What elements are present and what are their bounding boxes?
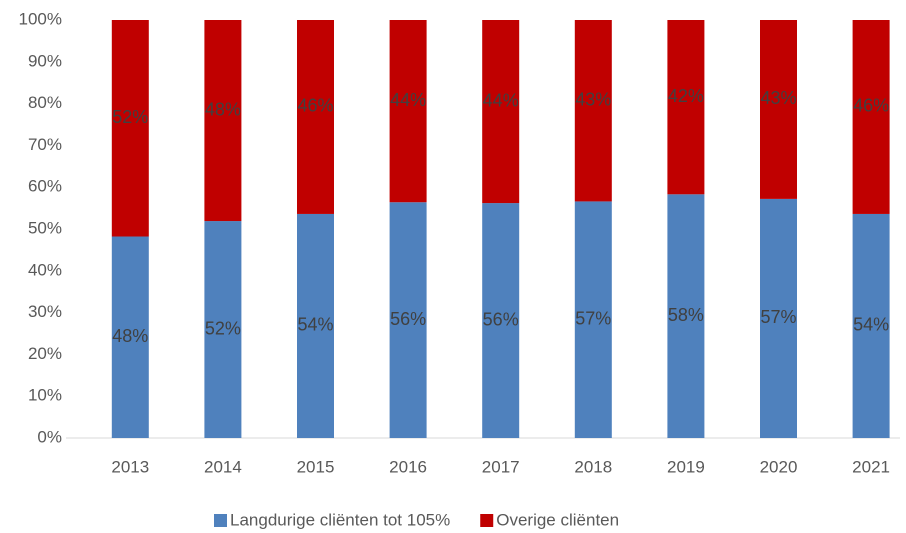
value-label: 43% xyxy=(760,88,796,108)
y-tick-label: 50% xyxy=(28,218,62,237)
y-tick-label: 10% xyxy=(28,386,62,405)
x-tick-label: 2017 xyxy=(482,457,520,476)
y-tick-label: 0% xyxy=(37,427,62,446)
y-tick-label: 60% xyxy=(28,177,62,196)
bar-segment xyxy=(667,194,705,438)
y-tick-label: 20% xyxy=(28,344,62,363)
bar-segment xyxy=(574,20,612,202)
bar-segment xyxy=(574,201,612,438)
x-tick-label: 2013 xyxy=(111,457,149,476)
value-label: 52% xyxy=(112,107,148,127)
bar-segment xyxy=(482,203,520,438)
value-label: 54% xyxy=(297,315,333,335)
bar-segment xyxy=(667,20,705,195)
value-label: 52% xyxy=(205,318,241,338)
x-tick-label: 2018 xyxy=(574,457,612,476)
legend-swatch xyxy=(214,514,227,527)
value-label: 43% xyxy=(575,89,611,109)
y-tick-label: 30% xyxy=(28,302,62,321)
value-label: 46% xyxy=(297,96,333,116)
bar-segment xyxy=(852,213,890,438)
y-tick-label: 70% xyxy=(28,135,62,154)
bar-segment xyxy=(297,20,334,214)
x-tick-label: 2014 xyxy=(204,457,242,476)
value-label: 44% xyxy=(483,90,519,110)
value-label: 56% xyxy=(390,309,426,329)
y-tick-label: 90% xyxy=(28,51,62,70)
bar-segment xyxy=(852,20,890,214)
x-tick-label: 2020 xyxy=(760,457,798,476)
value-label: 48% xyxy=(205,99,241,119)
legend-swatch xyxy=(480,514,494,527)
bar-segment xyxy=(111,236,149,438)
bar-segment xyxy=(204,20,242,222)
legend-label: Overige cliënten xyxy=(496,510,619,529)
bar-segment xyxy=(389,202,427,438)
value-label: 46% xyxy=(853,96,889,116)
bar-segment xyxy=(297,213,334,438)
x-tick-label: 2019 xyxy=(667,457,705,476)
x-tick-label: 2021 xyxy=(852,457,890,476)
bar-segment xyxy=(760,20,797,199)
value-label: 57% xyxy=(575,308,611,328)
x-tick-label: 2015 xyxy=(297,457,335,476)
bar-segment xyxy=(111,20,149,237)
y-tick-label: 100% xyxy=(19,9,62,28)
bar-segment xyxy=(204,221,242,438)
value-label: 57% xyxy=(760,307,796,327)
bar-segment xyxy=(389,20,427,203)
value-label: 54% xyxy=(853,315,889,335)
bar-segment xyxy=(760,198,797,438)
value-label: 48% xyxy=(112,326,148,346)
value-label: 44% xyxy=(390,90,426,110)
x-tick-label: 2016 xyxy=(389,457,427,476)
value-label: 56% xyxy=(483,309,519,329)
y-tick-label: 80% xyxy=(28,93,62,112)
legend-label: Langdurige cliënten tot 105% xyxy=(230,510,450,529)
value-label: 58% xyxy=(668,305,704,325)
bar-segment xyxy=(482,20,520,204)
value-label: 42% xyxy=(668,86,704,106)
y-tick-label: 40% xyxy=(28,260,62,279)
